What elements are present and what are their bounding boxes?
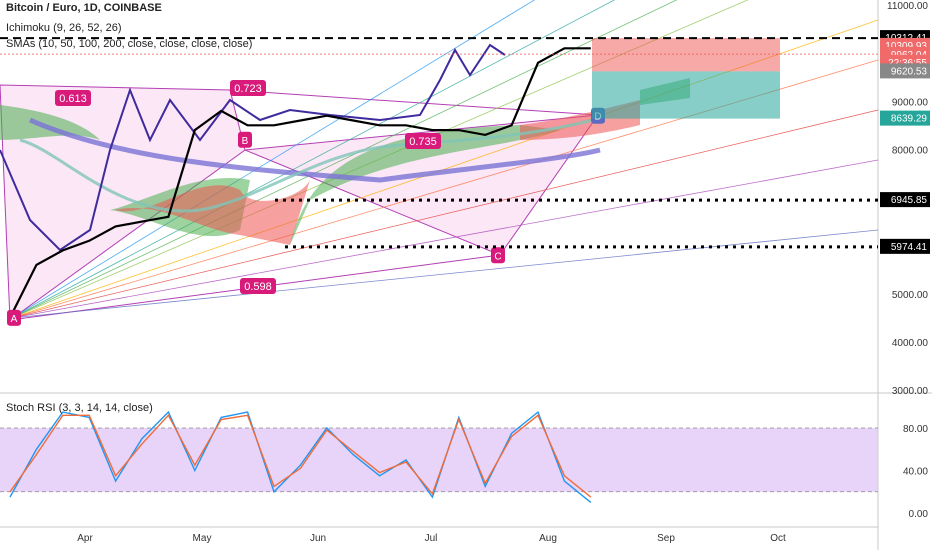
price-tick-label: 5000.00 [892,290,929,301]
harmonic-point-label: A [11,314,18,325]
fan-line [11,159,879,319]
harmonic-point-box [491,247,505,264]
ratio-label-box [240,278,276,294]
price-tick-label: 8000.00 [892,145,929,156]
harmonic-point-a: A [7,309,21,326]
price-tick-label: 3000.00 [892,386,929,397]
price-badge: 8639.29 [880,110,930,126]
sma-100-line [19,116,601,213]
price-badge-box [880,238,930,254]
sma-200-line [28,117,601,183]
price-badge-text: 10309.93 [885,41,927,52]
harmonic-bd-line [229,89,599,116]
sma-legend[interactable]: SMAs (10, 50, 100, 200, close, close, cl… [6,38,253,50]
fan-line [11,229,879,319]
ichimoku-cloud-red [100,130,310,245]
harmonic-point-label: B [242,136,249,147]
time-axis-label: Sep [657,533,675,544]
ratio-label-text: 0.723 [234,83,262,95]
price-badge-text: 5974.41 [891,242,928,253]
price-tick-label: 4000.00 [892,338,929,349]
harmonic-bcd-triangle [244,114,600,256]
position-target-zone [592,71,780,119]
harmonic-point-b: B [238,131,252,148]
price-badge-text: 22:36:55 [888,58,927,69]
time-axis-label: May [193,533,212,544]
time-axis-label: Jul [425,533,438,544]
ratio-label-box [55,90,91,106]
harmonic-point-c: C [491,247,505,264]
position-stop-zone [592,38,780,72]
stoch-tick-label: 0.00 [909,509,929,520]
price-line [9,47,591,319]
time-axis-label: Oct [770,533,786,544]
price-badge-text: 9620.53 [891,66,928,77]
price-badge-text: 6945.85 [891,195,928,206]
time-axis-label: Jun [310,533,326,544]
ratio-label-box [230,80,266,96]
stoch-tick-label: 80.00 [903,424,928,435]
ratio-label-r2: 0.723 [230,80,266,96]
price-badge-box [880,63,930,79]
price-tick-label: 11000.00 [887,1,928,12]
ratio-label-r4: 0.735 [405,133,441,149]
time-axis-label: Apr [77,533,93,544]
ratio-label-r1: 0.613 [55,90,91,106]
time-axis-label: Aug [539,533,557,544]
stoch-d-line [9,414,592,498]
price-badge-box [880,110,930,126]
stoch-legend[interactable]: Stoch RSI (3, 3, 14, 14, close) [6,402,153,414]
fan-line [11,0,536,319]
chikou-span-line [0,43,506,252]
harmonic-point-label: C [494,251,501,262]
chart-title: Bitcoin / Euro, 1D, COINBASE [6,2,162,14]
fan-line [11,0,678,319]
price-badge-text: 8639.29 [891,114,928,125]
harmonic-point-box [238,131,252,148]
ratio-label-text: 0.613 [59,93,87,105]
stoch-tick-label: 40.00 [903,467,928,478]
fan-line [11,109,879,319]
ichimoku-legend[interactable]: Ichimoku (9, 26, 52, 26) [6,22,122,34]
ratio-label-r3: 0.598 [240,278,276,294]
price-badge: 9620.53 [880,63,930,79]
stoch-band [0,428,878,492]
price-tick-label: 9000.00 [892,97,929,108]
fan-line [11,0,616,319]
ratio-label-text: 0.735 [409,136,437,148]
ratio-label-text: 0.598 [244,281,272,293]
ratio-label-box [405,133,441,149]
price-badge-box [880,192,930,208]
price-badge: 5974.41 [880,238,930,254]
price-badge: 6945.85 [880,192,930,208]
harmonic-point-box [7,309,21,326]
